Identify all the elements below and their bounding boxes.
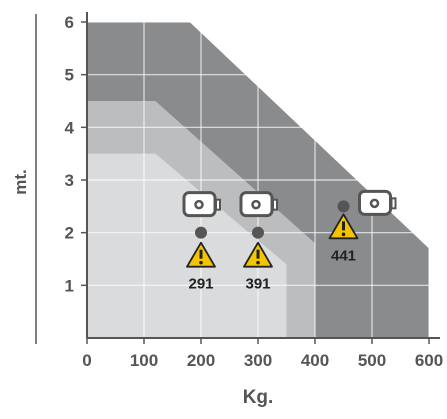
marker-dot [252, 226, 264, 239]
y-tick-label: 1 [65, 276, 74, 295]
x-tick-label: 500 [358, 351, 386, 370]
x-tick-label: 200 [187, 351, 215, 370]
camera-icon [182, 191, 221, 218]
warning-bar [199, 249, 203, 259]
markers-layer: 291 391 441 [182, 189, 397, 293]
camera-side [390, 197, 397, 210]
marker-dot [195, 226, 207, 239]
axis-layer [35, 12, 440, 344]
warning-icon [328, 213, 359, 240]
warning-dot [341, 232, 346, 237]
zone-light [87, 153, 287, 338]
x-tick-label: 400 [301, 351, 329, 370]
x-axis-label: Kg. [243, 387, 274, 408]
marker-391: 391 [239, 191, 278, 293]
marker-441: 441 [328, 189, 397, 264]
marker-label: 391 [245, 276, 270, 293]
warning-bar [256, 249, 260, 259]
camera-body [358, 189, 392, 216]
warning-icon [243, 241, 273, 268]
y-tick-label: 2 [65, 224, 74, 243]
x-tick-label: 300 [244, 351, 272, 370]
y-axis-label: mt. [11, 169, 30, 195]
warning-dot [256, 260, 260, 265]
x-tick-label: 100 [130, 351, 158, 370]
x-tick-label: 0 [82, 351, 91, 370]
marker-label: 291 [188, 276, 213, 293]
warning-dot [199, 260, 203, 265]
marker-label: 441 [331, 247, 356, 264]
camera-side [215, 198, 221, 211]
camera-icon [239, 191, 278, 218]
warning-icon [186, 241, 216, 268]
y-tick-label: 6 [65, 13, 74, 32]
camera-lens [251, 199, 261, 210]
x-tick-label: 600 [415, 351, 443, 370]
warning-bar [342, 221, 345, 231]
camera-lens [194, 199, 204, 210]
grid-layer [87, 21, 430, 338]
camera-body [239, 191, 274, 218]
camera-lens [369, 198, 380, 209]
y-tick-label: 4 [65, 118, 75, 137]
camera-body [182, 191, 217, 218]
y-tick-label: 3 [65, 171, 74, 190]
ticks-layer: 0 100 200 300 400 500 600 1 2 3 4 5 6 [65, 13, 444, 370]
y-tick-label: 5 [65, 66, 74, 85]
camera-side [272, 198, 278, 211]
camera-icon [358, 189, 397, 216]
marker-dot [337, 200, 350, 213]
marker-291: 291 [182, 191, 221, 293]
